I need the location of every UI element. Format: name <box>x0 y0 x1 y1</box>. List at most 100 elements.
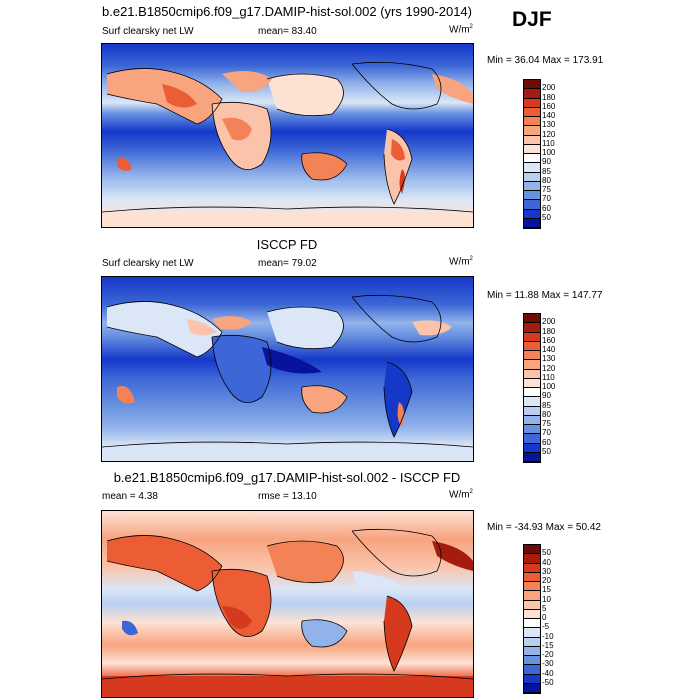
colorbar-swatch <box>524 388 540 398</box>
colorbar-tick-label: 30 <box>542 566 551 576</box>
panel-2-colorbar <box>523 313 541 463</box>
colorbar-tick-label: 160 <box>542 335 556 345</box>
panel-2-map <box>101 276 474 462</box>
colorbar-swatch <box>524 619 540 629</box>
colorbar-swatch <box>524 117 540 127</box>
colorbar-swatch <box>524 434 540 444</box>
colorbar-tick-label: 70 <box>542 428 551 438</box>
colorbar-tick-label: 0 <box>542 613 547 622</box>
colorbar-tick-label: 50 <box>542 548 551 558</box>
colorbar-swatch <box>524 209 540 219</box>
colorbar-swatch <box>524 351 540 361</box>
colorbar-tick-label: 120 <box>542 129 556 139</box>
colorbar-tick-label: 85 <box>542 400 551 410</box>
colorbar-tick-label: 15 <box>542 585 551 595</box>
colorbar-swatch <box>524 341 540 351</box>
colorbar-tick-label: 75 <box>542 419 551 428</box>
colorbar-tick-label: -50 <box>542 677 554 687</box>
colorbar-swatch <box>524 452 540 462</box>
colorbar-swatch <box>524 582 540 592</box>
panel-1-colorbar <box>523 79 541 229</box>
colorbar-swatch <box>524 665 540 675</box>
colorbar-swatch <box>524 314 540 324</box>
colorbar-swatch <box>524 200 540 210</box>
colorbar-tick-label: 5 <box>542 603 547 613</box>
colorbar-swatch <box>524 425 540 435</box>
colorbar-swatch <box>524 323 540 333</box>
colorbar-swatch <box>524 378 540 388</box>
season-label: DJF <box>512 8 552 31</box>
colorbar-swatch <box>524 172 540 182</box>
colorbar-tick-label: 100 <box>542 382 556 391</box>
colorbar-swatch <box>524 332 540 342</box>
colorbar-tick-label: 110 <box>542 138 555 148</box>
panel-3-minmax: Min = -34.93 Max = 50.42 <box>487 522 601 533</box>
colorbar-tick-label: 85 <box>542 166 551 176</box>
colorbar-swatch <box>524 98 540 108</box>
colorbar-swatch <box>524 637 540 647</box>
colorbar-tick-label: 70 <box>542 194 551 204</box>
colorbar-swatch <box>524 443 540 453</box>
colorbar-swatch <box>524 89 540 99</box>
colorbar-swatch <box>524 126 540 136</box>
colorbar-tick-label: 100 <box>542 148 556 157</box>
colorbar-swatch <box>524 609 540 619</box>
colorbar-tick-label: 180 <box>542 326 556 336</box>
colorbar-swatch <box>524 369 540 379</box>
colorbar-tick-label: 10 <box>542 594 551 604</box>
panel-1-units: W/m2 <box>449 24 473 36</box>
colorbar-swatch <box>524 80 540 90</box>
colorbar-tick-label: -5 <box>542 622 550 632</box>
colorbar-tick-label: 60 <box>542 437 551 447</box>
panel-3-rmse: rmse = 13.10 <box>258 491 317 502</box>
colorbar-tick-label: 80 <box>542 175 551 185</box>
colorbar-tick-label: 120 <box>542 363 556 373</box>
panel-3-mean: mean = 4.38 <box>102 491 158 502</box>
panel-1-minmax: Min = 36.04 Max = 173.91 <box>487 55 604 66</box>
colorbar-swatch <box>524 628 540 638</box>
colorbar-tick-label: 20 <box>542 576 551 585</box>
colorbar-swatch <box>524 191 540 201</box>
colorbar-swatch <box>524 406 540 416</box>
panel-2-minmax: Min = 11.88 Max = 147.77 <box>487 290 603 301</box>
colorbar-tick-label: 90 <box>542 157 551 167</box>
colorbar-swatch <box>524 144 540 154</box>
colorbar-tick-label: 40 <box>542 557 551 567</box>
colorbar-tick-label: -40 <box>542 668 554 678</box>
panel-1-variable: Surf clearsky net LW <box>102 26 194 37</box>
colorbar-tick-label: 75 <box>542 185 551 194</box>
colorbar-swatch <box>524 135 540 145</box>
panel-1-title: b.e21.B1850cmip6.f09_g17.DAMIP-hist-sol.… <box>102 4 472 19</box>
colorbar-tick-label: 130 <box>542 120 556 130</box>
colorbar-swatch <box>524 360 540 370</box>
colorbar-swatch <box>524 563 540 573</box>
colorbar-swatch <box>524 656 540 666</box>
colorbar-tick-label: 140 <box>542 345 556 354</box>
colorbar-tick-label: -15 <box>542 640 554 650</box>
panel-3-units: W/m2 <box>449 489 473 501</box>
colorbar-swatch <box>524 674 540 684</box>
colorbar-tick-label: 200 <box>542 83 556 93</box>
colorbar-swatch <box>524 600 540 610</box>
colorbar-tick-label: 160 <box>542 101 556 111</box>
colorbar-swatch <box>524 415 540 425</box>
colorbar-tick-label: 200 <box>542 317 556 327</box>
colorbar-tick-label: 60 <box>542 203 551 213</box>
panel-3-map <box>101 510 474 698</box>
colorbar-swatch <box>524 591 540 601</box>
colorbar-tick-label: 180 <box>542 92 556 102</box>
colorbar-swatch <box>524 683 540 693</box>
colorbar-tick-label: -20 <box>542 650 554 659</box>
panel-2-title: ISCCP FD <box>256 237 318 252</box>
colorbar-swatch <box>524 397 540 407</box>
panel-1-map <box>101 43 474 228</box>
colorbar-tick-label: 140 <box>542 111 556 120</box>
panel-2-mean: mean= 79.02 <box>258 258 317 269</box>
colorbar-tick-label: 50 <box>542 212 551 222</box>
colorbar-tick-label: 50 <box>542 446 551 456</box>
colorbar-swatch <box>524 218 540 228</box>
colorbar-tick-label: 80 <box>542 409 551 419</box>
panel-1-mean: mean= 83.40 <box>258 26 317 37</box>
colorbar-tick-label: 110 <box>542 372 555 382</box>
panel-3-colorbar <box>523 544 541 694</box>
